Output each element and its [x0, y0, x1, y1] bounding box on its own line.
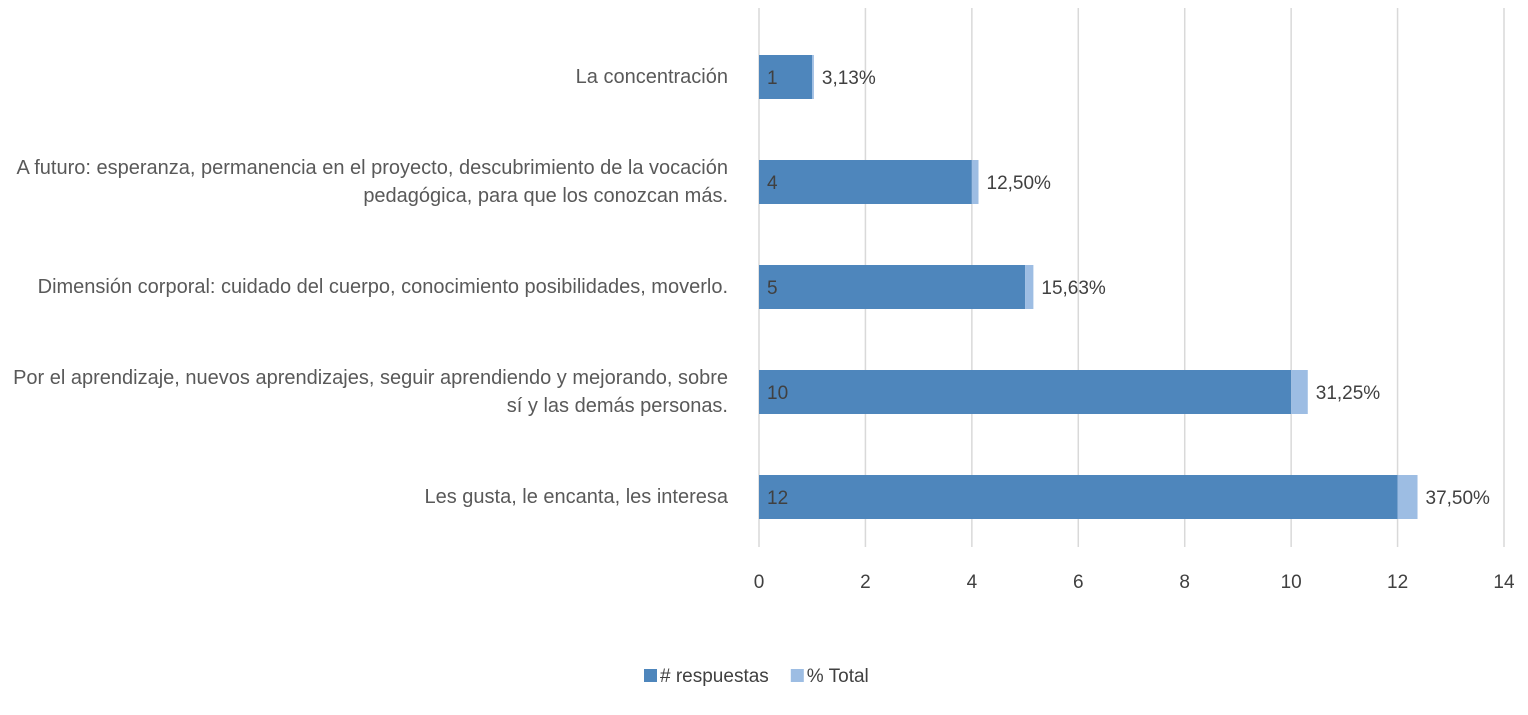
bar — [1025, 265, 1034, 309]
x-tick-label: 12 — [1387, 572, 1408, 593]
x-tick-label: 10 — [1281, 572, 1302, 593]
data-label: 10 — [767, 383, 788, 404]
bar — [759, 55, 813, 99]
y-tick-label: Les gusta, le encanta, les interesa — [424, 486, 728, 508]
legend-swatch — [790, 669, 804, 682]
bar — [971, 160, 979, 204]
y-tick-label: A futuro: esperanza, permanencia en el p… — [16, 157, 728, 207]
bar — [1291, 370, 1308, 414]
bar — [812, 55, 814, 99]
data-label: 15,63% — [1041, 278, 1106, 299]
x-tick-label: 8 — [1179, 572, 1190, 593]
x-tick-label: 6 — [1073, 572, 1084, 593]
data-label: 12 — [767, 488, 788, 509]
x-tick-label: 4 — [967, 572, 978, 593]
legend-swatch — [644, 669, 657, 682]
legend-label: # respuestas — [660, 666, 769, 687]
bar — [759, 160, 972, 204]
bar — [759, 265, 1026, 309]
y-tick-label: La concentración — [575, 66, 728, 88]
bar — [759, 475, 1398, 519]
data-label: 12,50% — [987, 173, 1052, 194]
data-label: 1 — [767, 68, 778, 89]
bar — [759, 370, 1292, 414]
x-tick-label: 2 — [860, 572, 871, 593]
data-label: 5 — [767, 278, 778, 299]
data-label: 4 — [767, 173, 778, 194]
legend-label: % Total — [807, 666, 869, 687]
data-label: 37,50% — [1426, 488, 1491, 509]
x-tick-label: 0 — [754, 572, 765, 593]
bar — [1397, 475, 1418, 519]
y-tick-label: Dimensión corporal: cuidado del cuerpo, … — [37, 276, 728, 298]
x-tick-label: 14 — [1493, 572, 1515, 593]
data-label: 31,25% — [1316, 383, 1381, 404]
y-tick-label: Por el aprendizaje, nuevos aprendizajes,… — [13, 367, 728, 417]
data-label: 3,13% — [822, 68, 876, 89]
